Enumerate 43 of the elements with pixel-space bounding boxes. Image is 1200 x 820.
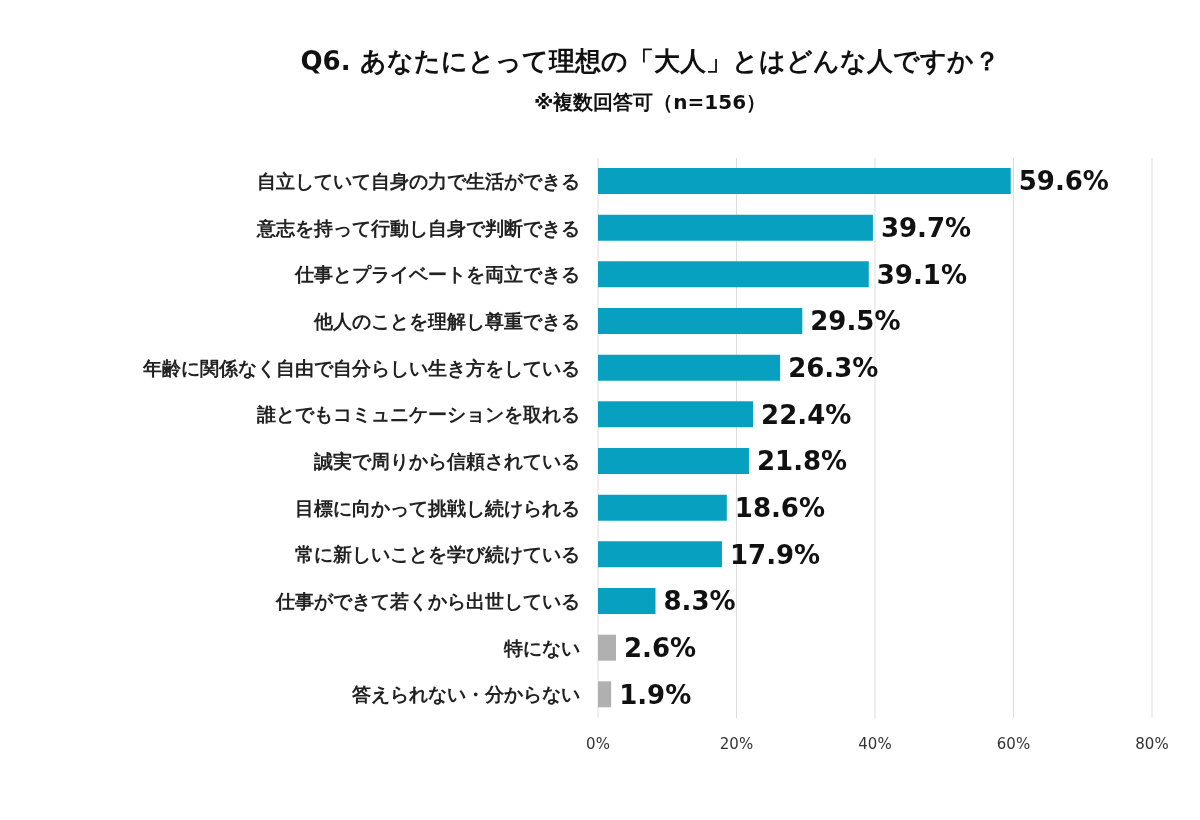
data-label: 8.3% xyxy=(663,586,736,617)
y-tick-label: 誠実で周りから信頼されている xyxy=(313,450,580,473)
data-label: 26.3% xyxy=(788,352,879,383)
y-tick-label: 常に新しいことを学び続けている xyxy=(295,543,580,566)
data-label: 21.8% xyxy=(756,446,848,477)
data-label: 22.4% xyxy=(761,399,852,430)
data-label: 59.6% xyxy=(1018,166,1109,197)
bar xyxy=(598,681,612,708)
x-tick-label: 60% xyxy=(996,734,1031,753)
bar xyxy=(598,588,656,614)
data-label: 39.1% xyxy=(876,259,967,290)
data-label: 2.6% xyxy=(624,632,697,663)
data-label: 39.7% xyxy=(880,212,972,243)
bar xyxy=(598,354,781,381)
bar xyxy=(598,448,749,474)
bar xyxy=(598,541,722,568)
y-tick-label: 仕事とプライベートを両立できる xyxy=(294,263,580,286)
data-label: 18.6% xyxy=(734,492,826,523)
chart-title: Q6. あなたにとって理想の「大人」とはどんな人ですか？ xyxy=(299,45,1001,78)
x-tick-label: 40% xyxy=(858,734,892,753)
y-tick-label: 意志を持って行動し自身で判断できる xyxy=(256,216,580,239)
y-tick-label: 特にない xyxy=(503,636,580,659)
bar xyxy=(598,168,1011,194)
bar xyxy=(598,261,869,288)
y-tick-label: 目標に向かって挑戦し続けられる xyxy=(295,496,580,519)
x-tick-label: 0% xyxy=(586,734,610,753)
bar xyxy=(598,214,873,241)
x-tick-label: 80% xyxy=(1135,734,1169,753)
chart-subtitle: ※複数回答可（n=156） xyxy=(532,89,768,116)
y-tick-label: 答えられない・分からない xyxy=(351,683,580,706)
y-tick-label: 他人のことを理解し尊重できる xyxy=(313,310,580,333)
y-tick-label: 自立していて自身の力で生活ができる xyxy=(257,170,580,193)
y-tick-label: 誰とでもコミュニケーションを取れる xyxy=(256,403,580,426)
data-label: 17.9% xyxy=(729,539,821,570)
bar xyxy=(598,401,754,428)
bar xyxy=(598,308,803,334)
y-tick-label: 年齢に関係なく自由で自分らしい生き方をしている xyxy=(142,356,580,379)
y-tick-label: 仕事ができて若くから出世している xyxy=(275,590,580,613)
data-label: 1.9% xyxy=(619,679,692,710)
x-tick-label: 20% xyxy=(719,734,754,753)
bar xyxy=(598,494,727,521)
data-label: 29.5% xyxy=(810,306,901,337)
bar xyxy=(598,634,617,661)
